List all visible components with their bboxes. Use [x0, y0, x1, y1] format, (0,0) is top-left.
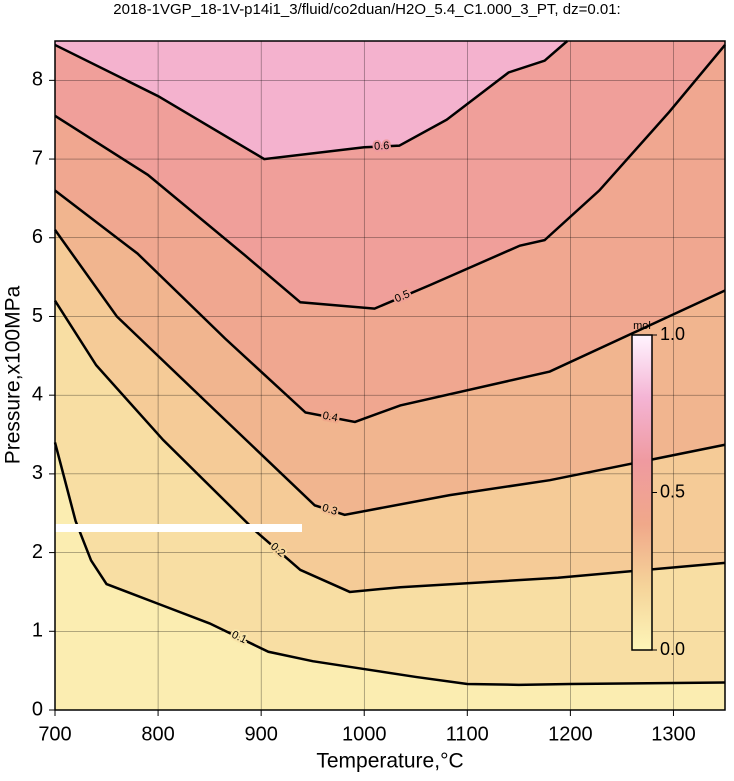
y-tick-label: 3 — [32, 462, 43, 484]
y-tick-label: 1 — [32, 620, 43, 642]
contour-label: 0.6 — [374, 140, 390, 153]
x-tick-label: 1200 — [548, 723, 593, 745]
x-tick-label: 1000 — [342, 723, 387, 745]
plot-frame — [54, 40, 726, 711]
contour-line — [54, 44, 726, 310]
contour-line — [53, 442, 726, 687]
colorbar-tick-label: 1.0 — [660, 324, 685, 344]
colorbar-tick-label: 0.0 — [660, 639, 685, 659]
y-tick-label: 6 — [32, 226, 43, 248]
x-axis-label: Temperature,°C — [316, 750, 463, 773]
fills — [55, 41, 725, 710]
y-tick-label: 4 — [32, 383, 43, 405]
y-tick-label: 8 — [32, 69, 43, 91]
x-tick-label: 1300 — [651, 723, 696, 745]
x-tick-label: 1100 — [446, 723, 489, 745]
y-tick-label: 5 — [32, 305, 43, 327]
contour-line — [53, 300, 726, 594]
colorbar-scale — [631, 334, 653, 651]
colorbar: mol 0.0 0.5 1.0 — [631, 320, 685, 659]
contour-line — [53, 229, 726, 517]
contour-lines: 0.10.20.30.40.50.6 — [53, 40, 726, 687]
x-tick-label: 700 — [38, 723, 71, 745]
y-tick-label: 7 — [32, 147, 43, 169]
contour-line — [54, 40, 569, 161]
y-tick-label: 2 — [32, 541, 43, 563]
y-tick-label: 0 — [32, 698, 43, 720]
chart-title: 2018-1VGP_18-1V-p14i1_3/fluid/co2duan/H2… — [113, 1, 620, 18]
contour-line — [54, 189, 726, 424]
x-tick-label: 900 — [244, 723, 277, 745]
y-axis-label: Pressure,x100MPa — [2, 285, 25, 464]
x-tick-label: 800 — [141, 723, 174, 745]
colorbar-label: mol — [633, 320, 651, 332]
axes: 700 800 900 1000 1100 1200 1300 0 1 2 3 4 5 6 7 8 — [32, 69, 696, 746]
fill-region — [55, 41, 725, 160]
white-bar — [55, 524, 302, 532]
contour-label: 0.4 — [322, 410, 339, 425]
colorbar-tick-label: 0.5 — [660, 481, 685, 501]
